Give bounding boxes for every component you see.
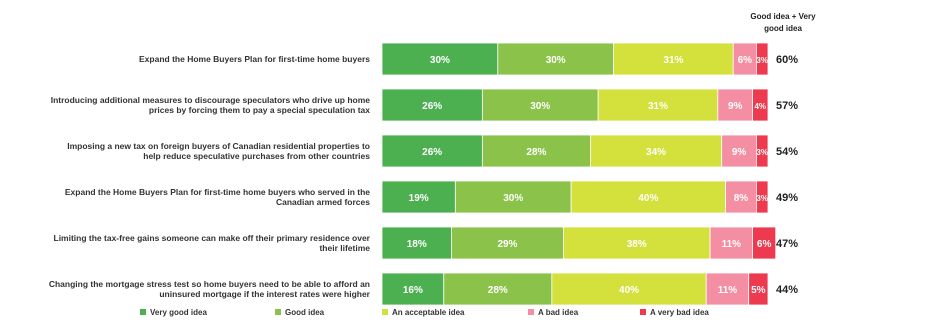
bar-segment — [748, 272, 769, 306]
bar-value-label: 26% — [422, 101, 442, 112]
bar-value-label: 18% — [407, 239, 427, 250]
bar-value-label: 30% — [503, 193, 523, 204]
legend-item: A bad idea — [528, 308, 579, 317]
legend-label: An acceptable idea — [392, 308, 465, 317]
category-label: Imposing a new tax on foreign buyers of … — [67, 141, 370, 161]
bar-value-label: 4% — [754, 102, 766, 111]
category-label: Expand the Home Buyers Plan for first-ti… — [65, 187, 370, 207]
legend-item: Good idea — [275, 308, 325, 317]
bar-value-label: 31% — [648, 101, 668, 112]
bar-segment — [451, 226, 564, 260]
bar-value-label: 6% — [757, 239, 772, 250]
bar-segment — [381, 134, 483, 168]
bar-value-label: 9% — [732, 147, 747, 158]
total-label: 60% — [776, 54, 798, 66]
total-label: 44% — [776, 284, 798, 296]
legend-swatch — [275, 309, 281, 315]
legend-label: Good idea — [285, 308, 325, 317]
bar-segment — [705, 272, 750, 306]
bar-segment — [590, 134, 723, 168]
total-label: 47% — [776, 238, 798, 250]
bar-value-label: 3% — [756, 56, 768, 65]
legend-label: Very good idea — [150, 308, 207, 317]
bar-segment — [381, 272, 445, 306]
legend-swatch — [382, 309, 388, 315]
bar-value-label: 29% — [497, 239, 517, 250]
bars-group: Expand the Home Buyers Plan for first-ti… — [49, 42, 798, 306]
bar-value-label: 34% — [646, 147, 666, 158]
bar-segment — [709, 226, 753, 260]
bar-segment — [756, 134, 769, 168]
bar-segment — [613, 42, 734, 76]
bar-segment — [721, 134, 757, 168]
bar-segment — [752, 226, 777, 260]
bar-value-label: 28% — [526, 147, 546, 158]
bar-segment — [597, 88, 719, 122]
bar-value-label: 16% — [403, 285, 423, 296]
bar-value-label: 3% — [756, 194, 768, 203]
category-label: Changing the mortgage stress test so hom… — [49, 279, 371, 299]
bar-segment — [752, 88, 769, 122]
bar-segment — [563, 226, 711, 260]
legend: Very good idea Good idea An acceptable ide… — [140, 308, 709, 317]
category-label: Introducing additional measures to disco… — [51, 95, 371, 115]
bar-value-label: 30% — [546, 55, 566, 66]
total-header-line-2: good idea — [764, 24, 802, 33]
total-header-line-1: Good idea + Very — [750, 12, 816, 21]
bar-value-label: 3% — [756, 148, 768, 157]
bar-segment — [497, 42, 614, 76]
bar-value-label: 9% — [728, 101, 743, 112]
bar-value-label: 38% — [627, 239, 647, 250]
total-label: 54% — [776, 146, 798, 158]
bar-value-label: 40% — [638, 193, 658, 204]
bar-value-label: 28% — [488, 285, 508, 296]
total-label: 49% — [776, 192, 798, 204]
bar-value-label: 6% — [738, 55, 753, 66]
bar-value-label: 5% — [751, 285, 766, 296]
category-label: Expand the Home Buyers Plan for first-ti… — [139, 54, 370, 64]
bar-value-label: 30% — [430, 55, 450, 66]
bar-value-label: 11% — [718, 285, 738, 296]
bar-value-label: 30% — [530, 101, 550, 112]
bar-value-label: 31% — [663, 55, 683, 66]
bar-segment — [381, 180, 456, 214]
legend-swatch — [140, 309, 146, 315]
legend-item: A very bad idea — [640, 308, 709, 317]
legend-item: An acceptable idea — [382, 308, 465, 317]
bar-value-label: 40% — [619, 285, 639, 296]
legend-item: Very good idea — [140, 308, 207, 317]
bar-segment — [381, 42, 499, 76]
total-label: 57% — [776, 100, 798, 112]
bar-value-label: 26% — [422, 147, 442, 158]
legend-swatch — [640, 309, 646, 315]
bar-segment — [725, 180, 757, 214]
bar-segment — [756, 180, 769, 214]
bar-segment — [756, 42, 769, 76]
bar-segment — [717, 88, 753, 122]
legend-label: A very bad idea — [650, 308, 709, 317]
bar-segment — [381, 226, 452, 260]
legend-label: A bad idea — [538, 308, 579, 317]
bar-segment — [551, 272, 707, 306]
bar-segment — [481, 88, 599, 122]
bar-segment — [443, 272, 553, 306]
bar-value-label: 11% — [722, 239, 742, 250]
bar-segment — [381, 88, 483, 122]
category-label: Limiting the tax-free gains someone can … — [54, 233, 371, 253]
bar-segment — [570, 180, 726, 214]
bar-value-label: 19% — [409, 193, 429, 204]
bar-value-label: 8% — [734, 193, 749, 204]
legend-swatch — [528, 309, 534, 315]
